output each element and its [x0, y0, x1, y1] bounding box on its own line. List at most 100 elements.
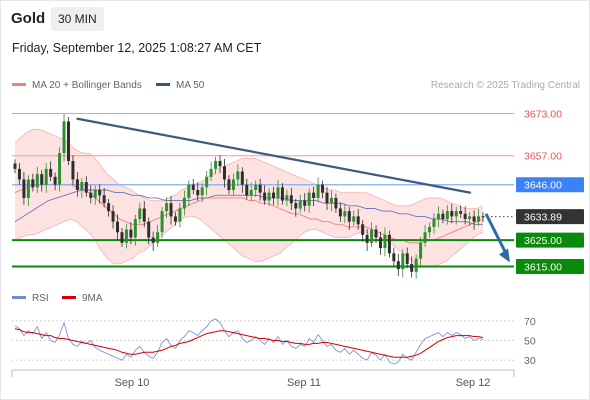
- candle-body-14: [75, 179, 79, 190]
- candle-body-31: [151, 237, 155, 243]
- legend-ma50: MA 50: [156, 80, 204, 91]
- candle-body-55: [258, 184, 262, 193]
- candle-body-50: [236, 171, 240, 180]
- level-label-3646.00: 3646.00: [524, 180, 562, 192]
- legend-ma50-label: MA 50: [176, 80, 205, 91]
- candle-body-2: [22, 179, 26, 198]
- candle-body-10: [58, 153, 62, 185]
- x-tick-1: Sep 11: [287, 377, 321, 389]
- candle-body-35: [169, 203, 173, 217]
- candle-body-68: [316, 184, 320, 198]
- chart-datetime: Friday, September 12, 2025 1:08:27 AM CE…: [12, 41, 262, 55]
- level-label-3633.89: 3633.89: [524, 212, 562, 224]
- candle-body-23: [116, 221, 120, 233]
- candle-body-104: [477, 216, 481, 222]
- candle-body-63: [294, 203, 298, 209]
- trend-line: [76, 117, 472, 194]
- candle-body-41: [196, 190, 200, 196]
- candle-body-100: [459, 211, 463, 214]
- legend-rsi: RSI: [12, 293, 49, 304]
- candle-body-65: [303, 200, 307, 206]
- candle-body-54: [254, 184, 258, 190]
- candle-body-28: [138, 208, 142, 220]
- candle-body-9: [53, 176, 57, 185]
- level-label-3657.00: 3657.00: [524, 151, 562, 163]
- candle-body-98: [450, 211, 454, 217]
- candle-body-70: [325, 192, 329, 204]
- candle-body-67: [312, 192, 316, 198]
- candle-body-96: [441, 213, 445, 220]
- rsi-tick-30: 30: [524, 355, 536, 367]
- candle-body-19: [98, 190, 102, 196]
- x-tick-0: Sep 10: [115, 377, 150, 389]
- candle-body-13: [71, 160, 75, 180]
- candle-body-71: [329, 197, 333, 204]
- projection-arrow-head: [499, 248, 510, 263]
- candle-body-47: [222, 166, 226, 180]
- candle-body-58: [272, 192, 276, 198]
- legend-ma50-swatch: [156, 82, 170, 86]
- candle-body-83: [383, 234, 387, 249]
- x-tick-2: Sep 12: [456, 377, 491, 389]
- candle-body-51: [240, 171, 244, 185]
- candle-body-82: [378, 237, 382, 249]
- credit-text: Research © 2025 Trading Central: [430, 80, 580, 91]
- candle-body-48: [227, 179, 231, 190]
- candle-body-84: [387, 234, 391, 254]
- candle-body-6: [40, 174, 44, 185]
- candle-body-25: [124, 229, 128, 243]
- candle-body-101: [463, 213, 467, 220]
- candle-body-39: [187, 184, 191, 198]
- legend-ma20-label: MA 20 + Bollinger Bands: [32, 80, 142, 91]
- candle-body-103: [472, 216, 476, 222]
- legend-rsi-label: RSI: [32, 293, 49, 304]
- level-tag-3633.89: [516, 209, 584, 225]
- candle-body-16: [84, 182, 88, 193]
- rsi-9ma-line: [14, 328, 484, 358]
- candle-body-60: [280, 187, 284, 201]
- timeframe-button[interactable]: 30 MIN: [51, 7, 104, 31]
- candle-body-79: [365, 234, 369, 243]
- candle-body-4: [31, 179, 35, 188]
- candle-body-37: [178, 208, 182, 222]
- candle-body-0: [13, 163, 17, 169]
- projection-arrow-shaft: [484, 213, 508, 255]
- candle-body-89: [410, 263, 414, 272]
- candle-body-34: [165, 203, 169, 212]
- candle-body-74: [343, 211, 347, 217]
- candle-body-56: [263, 192, 267, 201]
- candle-body-77: [356, 216, 360, 225]
- candle-body-91: [419, 242, 423, 259]
- rsi-line: [14, 318, 484, 365]
- legend-ma20-swatch: [12, 82, 26, 86]
- candle-body-75: [347, 211, 351, 222]
- candle-body-92: [423, 232, 427, 243]
- level-label-3615.00: 3615.00: [524, 262, 562, 274]
- candle-body-59: [276, 187, 280, 198]
- legend-ma20: MA 20 + Bollinger Bands: [12, 80, 142, 91]
- candle-body-97: [445, 211, 449, 220]
- bollinger-lower-line: [14, 215, 484, 267]
- candle-body-87: [401, 253, 405, 270]
- candle-body-8: [49, 168, 53, 177]
- candle-body-81: [374, 229, 378, 238]
- candle-body-18: [93, 190, 97, 198]
- candle-body-26: [129, 229, 133, 238]
- candle-body-52: [245, 184, 249, 196]
- candle-body-38: [182, 197, 186, 209]
- legend-9ma-swatch: [62, 295, 76, 299]
- ma50-line: [14, 189, 483, 225]
- candle-body-42: [200, 187, 204, 196]
- candle-body-95: [436, 213, 440, 220]
- candle-body-57: [267, 192, 271, 201]
- candle-body-3: [26, 179, 30, 198]
- candle-body-46: [218, 160, 222, 167]
- candle-body-12: [66, 121, 70, 161]
- candle-body-43: [205, 176, 209, 188]
- candle-body-93: [428, 226, 432, 233]
- bollinger-upper-line: [14, 128, 484, 209]
- candle-body-105: [481, 216, 485, 218]
- candle-body-30: [147, 221, 151, 238]
- candle-body-27: [133, 219, 137, 238]
